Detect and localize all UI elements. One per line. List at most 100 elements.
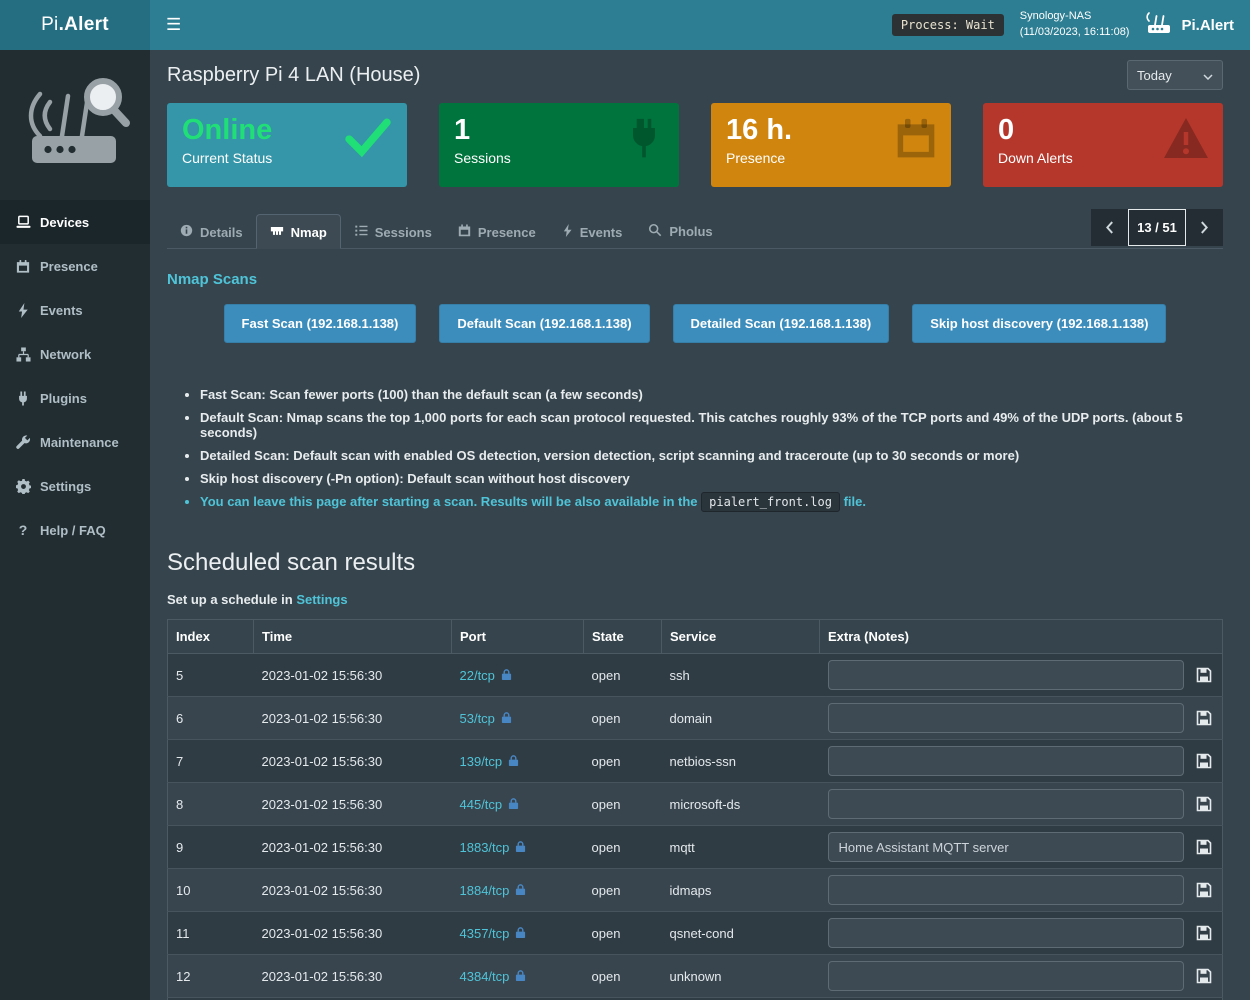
sidebar-item-network[interactable]: Network [0,332,150,376]
cell-index: 13 [167,997,254,1000]
settings-link[interactable]: Settings [296,592,348,607]
brand-logo[interactable]: Pi .Alert [0,0,150,50]
sidebar-item-settings[interactable]: Settings [0,464,150,508]
save-button[interactable] [1194,665,1214,685]
lock-icon [515,970,526,985]
cell-service: ssh [661,653,820,697]
card-current-status[interactable]: Online Current Status [167,103,407,187]
sidebar-item-label: Presence [40,258,98,274]
bullet-skip-host-discovery: Skip host discovery (-Pn option): Defaul… [200,471,1223,486]
lock-icon [515,927,526,942]
tab-label: Nmap [290,224,327,240]
tab-nmap[interactable]: Nmap [255,214,341,249]
sidebar-item-events[interactable]: Events [0,288,150,332]
note-input[interactable] [827,918,1184,948]
info-icon [180,224,193,240]
note-input[interactable] [827,703,1184,733]
table-row: 8 2023-01-02 15:56:30 445/tcp open micro… [167,782,1223,826]
sidebar-toggle-icon[interactable]: ☰ [166,15,182,34]
topbar-main: ☰ Process: Wait Synology-NAS (11/03/2023… [150,0,1250,50]
calendar-icon [15,259,31,274]
card-sessions[interactable]: 1 Sessions [439,103,679,187]
default-scan-button[interactable]: Default Scan (192.168.1.138) [439,304,650,343]
cell-notes [819,911,1223,955]
detailed-scan-button[interactable]: Detailed Scan (192.168.1.138) [672,304,890,343]
cell-time: 2023-01-02 15:56:30 [253,739,452,783]
sidebar-item-presence[interactable]: Presence [0,244,150,288]
card-label: Down Alerts [998,150,1073,167]
tab-pholus[interactable]: Pholus [635,214,725,248]
lock-icon [508,755,519,770]
cell-service: microsoft-ds [661,782,820,826]
card-value: 16 h. [726,114,793,146]
chevron-down-icon [1203,68,1213,83]
save-button[interactable] [1194,837,1214,857]
port-link[interactable]: 4384/tcp [459,969,510,984]
note-input[interactable] [827,961,1184,991]
save-button[interactable] [1194,880,1214,900]
cell-state: open [583,782,662,826]
save-button[interactable] [1194,966,1214,986]
port-link[interactable]: 1884/tcp [459,883,510,898]
cell-service: mqtt [661,825,820,869]
tab-details[interactable]: Details [167,215,256,248]
nmap-icon [270,224,284,240]
sidebar-item-label: Events [40,302,83,318]
note-input[interactable] [827,660,1184,690]
sidebar-item-devices[interactable]: Devices [0,200,150,244]
pager-prev-button[interactable] [1091,209,1128,246]
col-header-notes: Extra (Notes) [819,619,1223,654]
port-link[interactable]: 4357/tcp [459,926,510,941]
note-input[interactable] [827,789,1184,819]
cell-time: 2023-01-02 15:56:30 [253,825,452,869]
cell-time: 2023-01-02 15:56:30 [253,868,452,912]
save-button[interactable] [1194,751,1214,771]
card-presence[interactable]: 16 h. Presence [711,103,951,187]
card-down-alerts[interactable]: 0 Down Alerts [983,103,1223,187]
cell-service: netbios-ssn [661,739,820,783]
host-timestamp: (11/03/2023, 16:11:08) [1019,26,1130,38]
period-select[interactable]: Today [1127,60,1223,90]
sidebar-item-plugins[interactable]: Plugins [0,376,150,420]
tab-label: Events [579,224,623,240]
fast-scan-button[interactable]: Fast Scan (192.168.1.138) [223,304,417,343]
cell-time: 2023-01-02 15:56:30 [253,653,452,697]
cell-index: 5 [167,653,254,697]
scan-results-body: 5 2023-01-02 15:56:30 22/tcp open ssh 6 … [167,653,1223,1000]
save-button[interactable] [1194,708,1214,728]
tab-presence[interactable]: Presence [445,215,549,248]
main-content: Raspberry Pi 4 LAN (House) Today Online … [150,50,1250,1000]
port-link[interactable]: 445/tcp [459,797,503,812]
cell-index: 11 [167,911,254,955]
tab-events[interactable]: Events [549,215,636,248]
cell-state: open [583,911,662,955]
brand-light: Pi [41,14,59,35]
lock-icon [515,884,526,899]
cell-port: 53/tcp [451,696,584,740]
save-button[interactable] [1194,923,1214,943]
cell-state: open [583,868,662,912]
cell-index: 12 [167,954,254,998]
pager-next-button[interactable] [1186,209,1223,246]
cell-service: idmaps [661,868,820,912]
save-button[interactable] [1194,794,1214,814]
sidebar-item-maintenance[interactable]: Maintenance [0,420,150,464]
tab-sessions[interactable]: Sessions [341,215,445,248]
note-input[interactable] [827,746,1184,776]
port-link[interactable]: 1883/tcp [459,840,510,855]
port-link[interactable]: 22/tcp [459,668,495,683]
note-input[interactable] [827,875,1184,905]
subtitle-text: Set up a schedule in [167,592,297,607]
skip-host-discovery-button[interactable]: Skip host discovery (192.168.1.138) [912,304,1167,343]
cell-port: 4357/tcp [451,911,584,955]
list-icon [354,224,368,240]
port-link[interactable]: 53/tcp [459,711,495,726]
lock-icon [515,841,526,856]
calendar-icon [458,224,471,240]
note-input[interactable] [827,832,1184,862]
router-icon [1145,12,1173,38]
card-label: Presence [726,150,786,167]
sidebar-item-help[interactable]: ? Help / FAQ [0,508,150,552]
port-link[interactable]: 139/tcp [459,754,503,769]
host-name: Synology-NAS [1019,10,1092,23]
